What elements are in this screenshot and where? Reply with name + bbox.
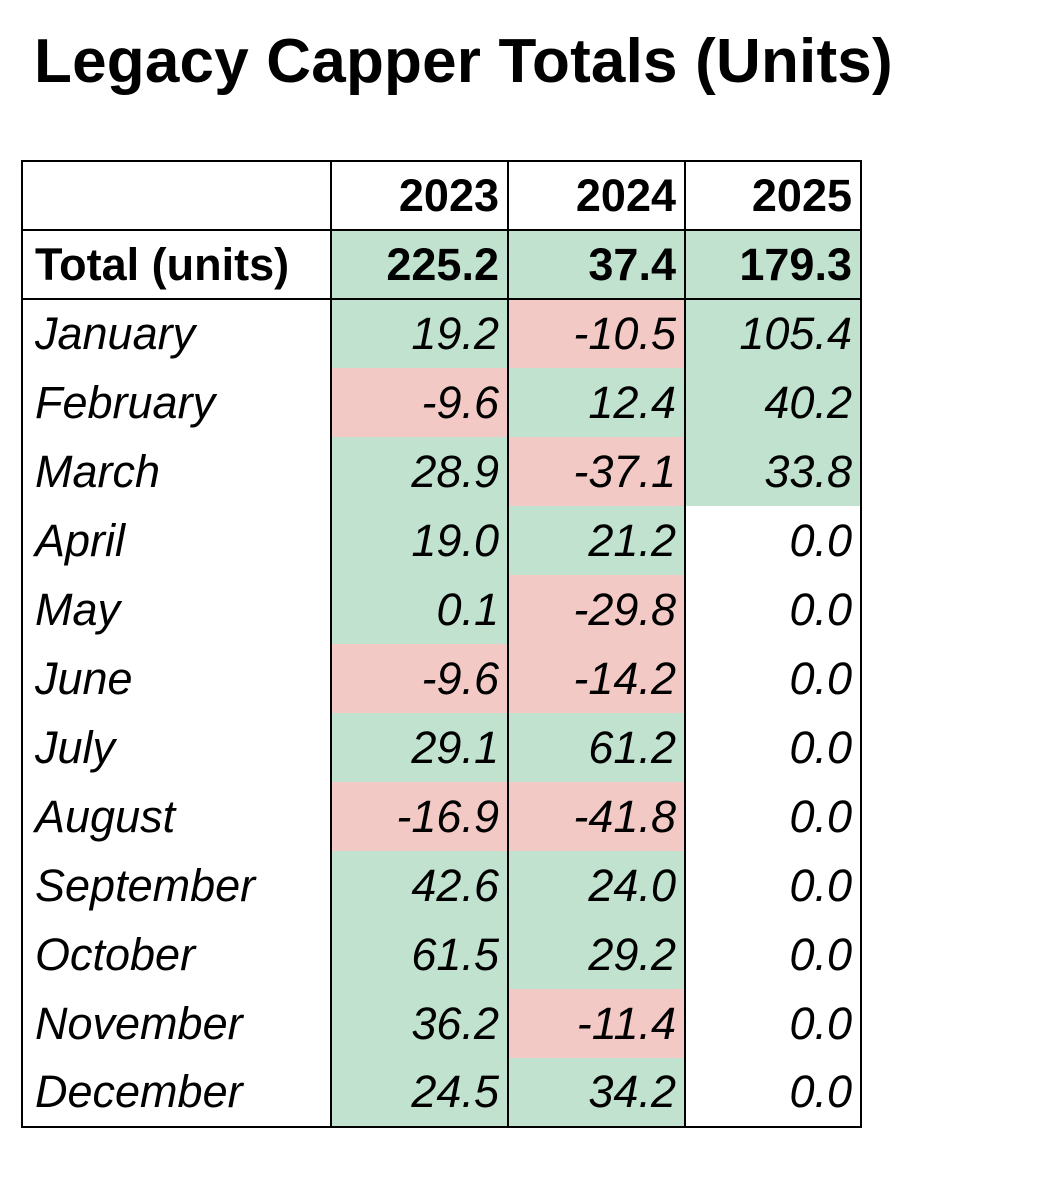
table-row: March 28.9 -37.1 33.8: [21, 437, 862, 506]
total-value-2023: 225.2: [330, 229, 509, 300]
table-row: July 29.1 61.2 0.0: [21, 713, 862, 782]
month-value-2023: -9.6: [330, 368, 509, 437]
month-value-2024: -41.8: [507, 782, 686, 851]
month-value-2024: 12.4: [507, 368, 686, 437]
month-label: February: [21, 368, 332, 437]
month-value-2024: -29.8: [507, 575, 686, 644]
table-row: August -16.9 -41.8 0.0: [21, 782, 862, 851]
month-label: August: [21, 782, 332, 851]
month-value-2025: 0.0: [684, 989, 862, 1058]
header-row: 2023 2024 2025: [21, 160, 862, 231]
month-value-2024: -14.2: [507, 644, 686, 713]
header-corner-cell: [21, 160, 332, 231]
month-value-2024: -11.4: [507, 989, 686, 1058]
total-value-2024: 37.4: [507, 229, 686, 300]
month-label: April: [21, 506, 332, 575]
month-label: May: [21, 575, 332, 644]
month-value-2023: 0.1: [330, 575, 509, 644]
month-value-2023: 19.0: [330, 506, 509, 575]
month-value-2025: 33.8: [684, 437, 862, 506]
month-value-2024: -10.5: [507, 299, 686, 368]
month-value-2025: 0.0: [684, 644, 862, 713]
month-label: December: [21, 1058, 332, 1128]
page-title: Legacy Capper Totals (Units): [34, 27, 893, 96]
month-label: October: [21, 920, 332, 989]
table-row: December 24.5 34.2 0.0: [21, 1058, 862, 1128]
month-value-2023: -16.9: [330, 782, 509, 851]
month-label: November: [21, 989, 332, 1058]
table-row: January 19.2 -10.5 105.4: [21, 299, 862, 368]
month-value-2023: 42.6: [330, 851, 509, 920]
month-value-2025: 0.0: [684, 506, 862, 575]
month-value-2023: 36.2: [330, 989, 509, 1058]
month-value-2025: 40.2: [684, 368, 862, 437]
month-value-2025: 0.0: [684, 782, 862, 851]
month-value-2023: 19.2: [330, 299, 509, 368]
month-value-2023: 28.9: [330, 437, 509, 506]
column-header-2025: 2025: [684, 160, 862, 231]
total-row: Total (units) 225.2 37.4 179.3: [21, 229, 862, 300]
month-value-2023: -9.6: [330, 644, 509, 713]
month-label: January: [21, 299, 332, 368]
month-value-2024: 24.0: [507, 851, 686, 920]
month-value-2023: 61.5: [330, 920, 509, 989]
table-row: September 42.6 24.0 0.0: [21, 851, 862, 920]
month-value-2023: 29.1: [330, 713, 509, 782]
month-label: July: [21, 713, 332, 782]
month-value-2023: 24.5: [330, 1058, 509, 1128]
month-value-2024: 61.2: [507, 713, 686, 782]
month-label: March: [21, 437, 332, 506]
month-value-2024: -37.1: [507, 437, 686, 506]
month-value-2025: 0.0: [684, 851, 862, 920]
month-label: September: [21, 851, 332, 920]
table-row: April 19.0 21.2 0.0: [21, 506, 862, 575]
table-row: February -9.6 12.4 40.2: [21, 368, 862, 437]
month-value-2025: 0.0: [684, 1058, 862, 1128]
column-header-2024: 2024: [507, 160, 686, 231]
month-label: June: [21, 644, 332, 713]
table-row: November 36.2 -11.4 0.0: [21, 989, 862, 1058]
month-value-2025: 105.4: [684, 299, 862, 368]
table-row: October 61.5 29.2 0.0: [21, 920, 862, 989]
table-row: June -9.6 -14.2 0.0: [21, 644, 862, 713]
total-label: Total (units): [21, 229, 332, 300]
table-row: May 0.1 -29.8 0.0: [21, 575, 862, 644]
month-value-2024: 29.2: [507, 920, 686, 989]
column-header-2023: 2023: [330, 160, 509, 231]
month-value-2024: 21.2: [507, 506, 686, 575]
month-value-2024: 34.2: [507, 1058, 686, 1128]
total-value-2025: 179.3: [684, 229, 862, 300]
month-value-2025: 0.0: [684, 920, 862, 989]
month-value-2025: 0.0: [684, 575, 862, 644]
units-table: 2023 2024 2025 Total (units) 225.2 37.4 179.3 J…: [21, 160, 862, 1128]
month-value-2025: 0.0: [684, 713, 862, 782]
